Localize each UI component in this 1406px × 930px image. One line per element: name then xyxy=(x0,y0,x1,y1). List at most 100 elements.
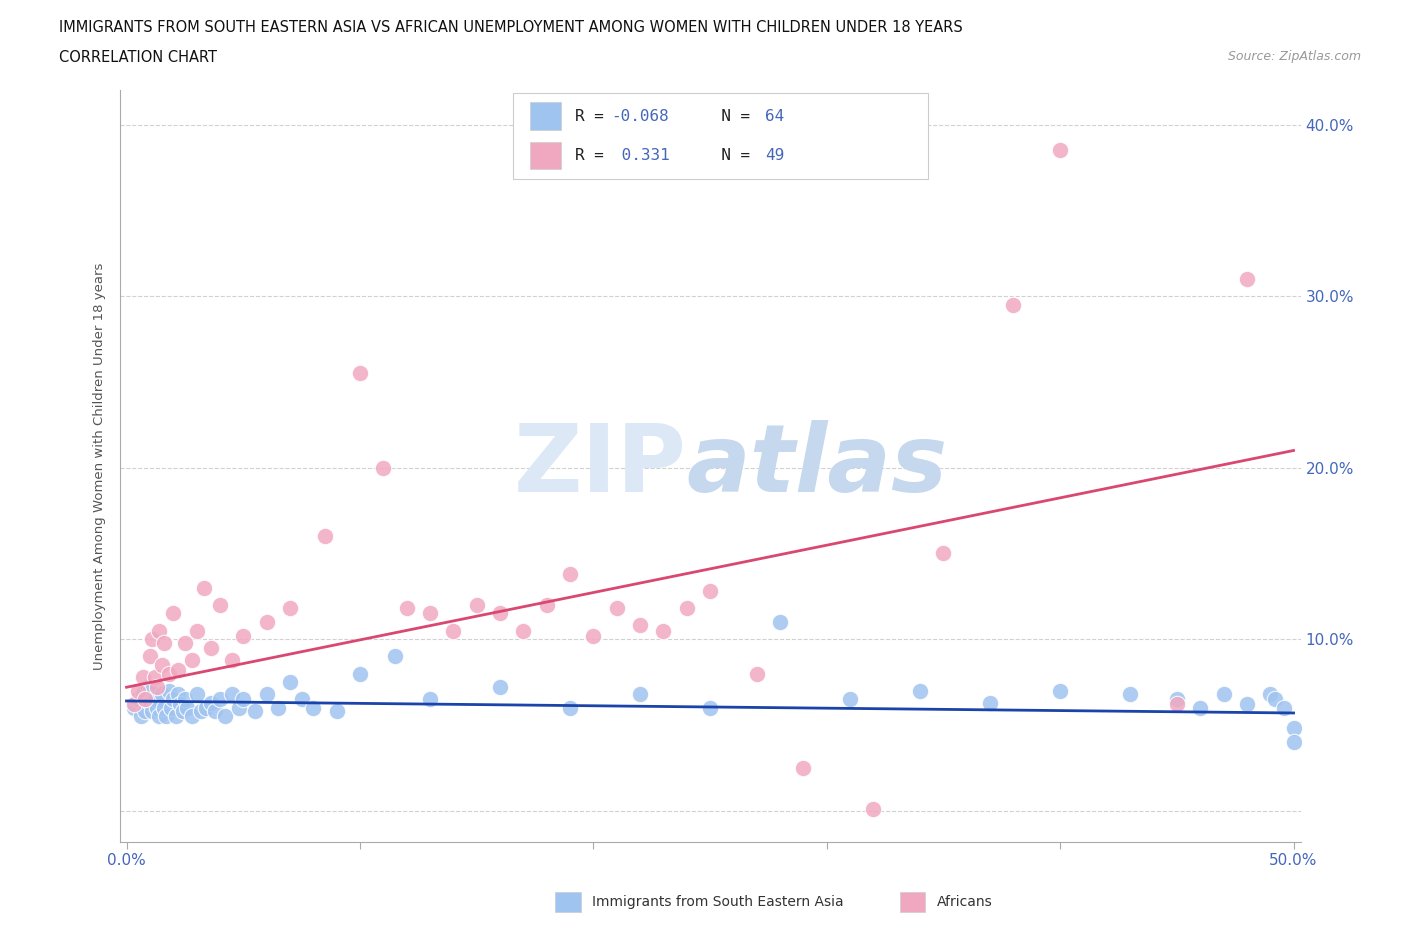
Point xyxy=(143,670,166,684)
Point xyxy=(228,700,250,715)
Point xyxy=(256,615,278,630)
Point xyxy=(208,597,231,612)
Point xyxy=(139,649,162,664)
Point xyxy=(180,652,202,667)
Text: R =: R = xyxy=(575,109,613,124)
Point xyxy=(214,709,236,724)
Point xyxy=(675,601,697,616)
Point xyxy=(139,696,162,711)
Point xyxy=(139,684,162,698)
Point xyxy=(194,700,217,715)
Point xyxy=(162,606,184,621)
Point xyxy=(221,686,243,701)
Point xyxy=(267,700,290,715)
Point xyxy=(441,623,464,638)
Point xyxy=(155,709,177,724)
Point xyxy=(862,802,884,817)
Point xyxy=(606,601,628,616)
Point xyxy=(792,761,814,776)
Point xyxy=(278,674,301,689)
Text: ZIP: ZIP xyxy=(513,420,686,512)
Point xyxy=(558,566,581,581)
Point xyxy=(127,692,149,707)
Text: atlas: atlas xyxy=(686,420,948,512)
Point xyxy=(148,623,170,638)
Point xyxy=(699,584,721,599)
Point xyxy=(167,686,190,701)
Point xyxy=(769,615,792,630)
Point xyxy=(1236,697,1258,711)
Point xyxy=(979,696,1001,711)
Point xyxy=(150,686,173,701)
Point xyxy=(232,629,254,644)
Point xyxy=(162,692,184,707)
Point xyxy=(1212,686,1234,701)
Point xyxy=(628,686,651,701)
Point xyxy=(232,692,254,707)
Point xyxy=(1258,686,1281,701)
Point xyxy=(384,649,406,664)
Point xyxy=(1282,721,1305,736)
Point xyxy=(134,692,156,707)
Point xyxy=(652,623,675,638)
Point xyxy=(172,704,194,719)
Point xyxy=(395,601,418,616)
Point xyxy=(143,692,166,707)
Point xyxy=(176,700,198,715)
Point xyxy=(122,697,145,711)
Point xyxy=(150,658,173,672)
Point xyxy=(160,700,183,715)
Point xyxy=(132,670,155,684)
Text: N =: N = xyxy=(702,148,759,163)
Point xyxy=(186,623,208,638)
Point xyxy=(153,700,176,715)
Text: IMMIGRANTS FROM SOUTH EASTERN ASIA VS AFRICAN UNEMPLOYMENT AMONG WOMEN WITH CHIL: IMMIGRANTS FROM SOUTH EASTERN ASIA VS AF… xyxy=(59,20,963,35)
Point xyxy=(173,692,195,707)
Point xyxy=(1272,700,1295,715)
Point xyxy=(314,529,336,544)
Point xyxy=(157,684,180,698)
Point xyxy=(146,700,169,715)
Point xyxy=(141,704,163,719)
Point xyxy=(839,692,862,707)
Point xyxy=(180,709,202,724)
Point xyxy=(186,686,208,701)
Point xyxy=(1049,684,1071,698)
Point xyxy=(278,601,301,616)
Point xyxy=(536,597,558,612)
Text: -0.068: -0.068 xyxy=(612,109,669,124)
Point xyxy=(512,623,534,638)
Text: 49: 49 xyxy=(765,148,785,163)
Point xyxy=(1282,735,1305,750)
Text: R =: R = xyxy=(575,148,613,163)
Point xyxy=(628,618,651,633)
Point xyxy=(699,700,721,715)
Point xyxy=(1264,692,1286,707)
Point xyxy=(349,365,371,380)
Text: Source: ZipAtlas.com: Source: ZipAtlas.com xyxy=(1227,50,1361,63)
Point xyxy=(489,606,512,621)
Point xyxy=(127,684,149,698)
Point xyxy=(134,704,156,719)
Point xyxy=(489,680,512,695)
Point xyxy=(745,666,768,681)
Point xyxy=(908,684,931,698)
Point xyxy=(582,629,605,644)
Text: CORRELATION CHART: CORRELATION CHART xyxy=(59,50,217,65)
Point xyxy=(122,700,145,715)
Text: 64: 64 xyxy=(765,109,785,124)
Text: N =: N = xyxy=(702,109,759,124)
Point xyxy=(1002,298,1025,312)
Point xyxy=(148,709,170,724)
Point xyxy=(136,680,159,695)
Point xyxy=(373,460,395,475)
Point xyxy=(349,666,371,681)
Point xyxy=(204,704,226,719)
Point xyxy=(932,546,955,561)
Point xyxy=(167,663,190,678)
Point xyxy=(1119,686,1142,701)
Point xyxy=(132,686,155,701)
Point xyxy=(200,641,222,656)
Point xyxy=(1189,700,1212,715)
Point xyxy=(1166,697,1188,711)
